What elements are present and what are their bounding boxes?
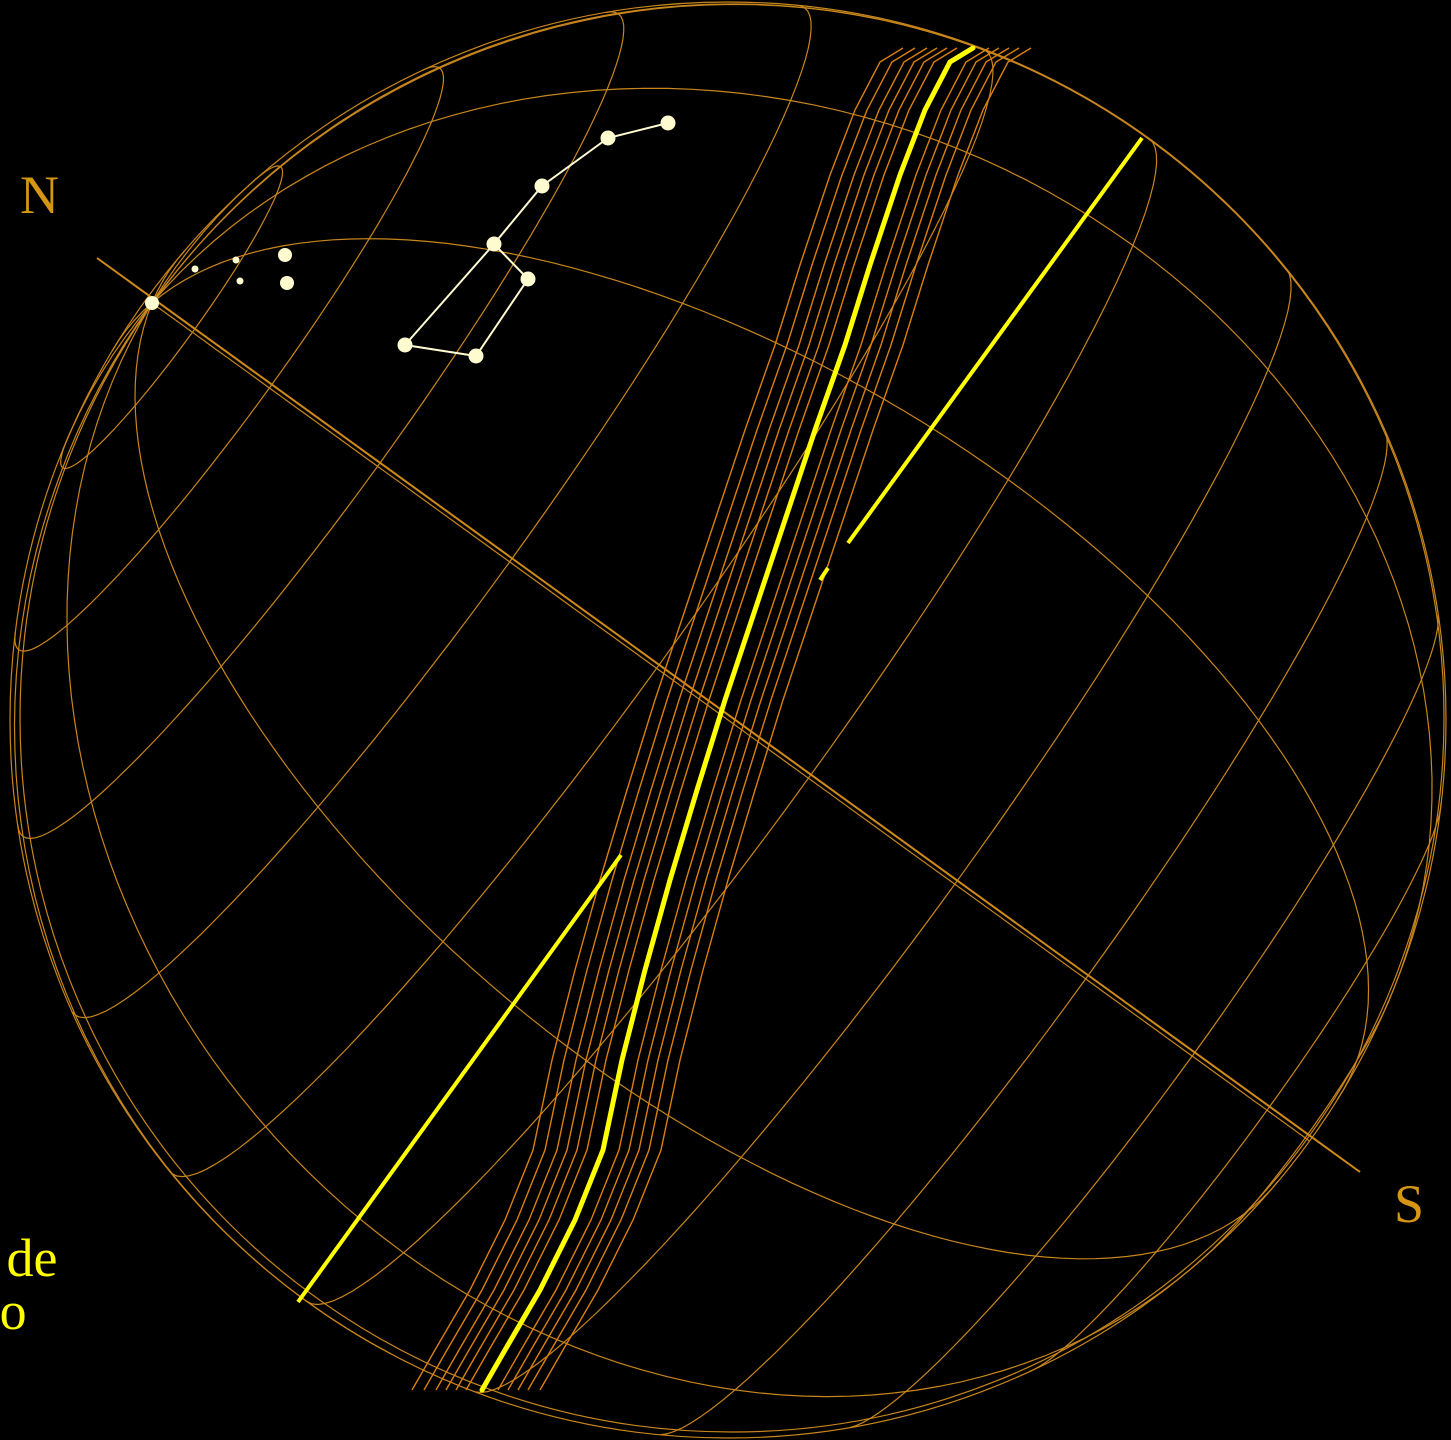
meridian-line	[151, 87, 1433, 1011]
parallel-line	[71, 5, 812, 1019]
ecliptic-line	[479, 45, 976, 1393]
meridian-line	[151, 238, 1370, 1100]
parallel-line	[17, 11, 625, 840]
zodiac-band-edge	[517, 47, 1010, 1391]
constellation-star	[468, 348, 484, 364]
parallel-line	[849, 615, 1439, 1429]
meridian-line	[151, 302, 1310, 1142]
celestial-equator-fragment	[818, 566, 830, 582]
caption: da de 'aco	[0, 1228, 58, 1341]
zodiac-band-edge	[445, 47, 938, 1391]
meridian-line	[66, 302, 1209, 1398]
little-dipper-star	[236, 277, 244, 285]
parallel-line	[306, 137, 1158, 1306]
meridian-line	[151, 249, 186, 304]
little-dipper-star	[191, 265, 199, 273]
zodiac-band-edge	[435, 47, 928, 1391]
polar-axis	[96, 257, 1361, 1173]
parallel-line	[1029, 802, 1442, 1373]
parallel-line	[60, 165, 284, 470]
zodiac-band-edge	[455, 47, 948, 1391]
meridian-line	[13, 302, 392, 1355]
meridian-line	[111, 302, 153, 352]
coordinate-grid	[9, 1, 1447, 1439]
meridian-line	[151, 171, 265, 304]
constellation-star	[520, 271, 536, 287]
parallel-line	[14, 65, 445, 652]
zodiac-band-edge	[423, 47, 916, 1391]
constellation-star	[534, 178, 550, 194]
parallel-line	[1196, 995, 1392, 1265]
constellation-star	[486, 236, 502, 252]
little-dipper-star	[278, 248, 292, 262]
zodiac-band-edge	[465, 47, 958, 1391]
sphere-outline	[9, 1, 1447, 1439]
meridian-line	[134, 302, 1280, 1260]
zodiac-band-edge	[411, 47, 904, 1391]
caption-line-1: da de	[0, 1228, 58, 1288]
constellation-star	[660, 115, 676, 131]
caption-line-2: 'aco	[0, 1281, 27, 1341]
zodiac-band-edge	[497, 47, 990, 1391]
south-pole-label: S	[1394, 1174, 1425, 1234]
meridian-line	[151, 3, 1226, 304]
north-pole-label: N	[20, 165, 59, 225]
meridian-line	[62, 302, 153, 451]
constellation-star	[600, 130, 616, 146]
little-dipper-star	[280, 276, 294, 290]
zodiac-band-edge	[527, 47, 1020, 1391]
north-celestial-pole-star	[145, 296, 159, 310]
parallel-line	[168, 47, 994, 1178]
constellation-lines	[403, 122, 669, 358]
little-dipper-star	[232, 256, 240, 264]
parallel-line	[660, 432, 1388, 1436]
celestial-equator-segment	[296, 853, 623, 1304]
zodiac-band-edge	[507, 47, 1000, 1391]
big-dipper-constellation	[191, 115, 676, 364]
constellation-star	[397, 337, 413, 353]
parallel-line	[474, 269, 1292, 1394]
zodiac-band-edge	[539, 47, 1032, 1391]
celestial-equator-segment	[846, 136, 1144, 545]
zodiac-band	[296, 45, 1144, 1393]
